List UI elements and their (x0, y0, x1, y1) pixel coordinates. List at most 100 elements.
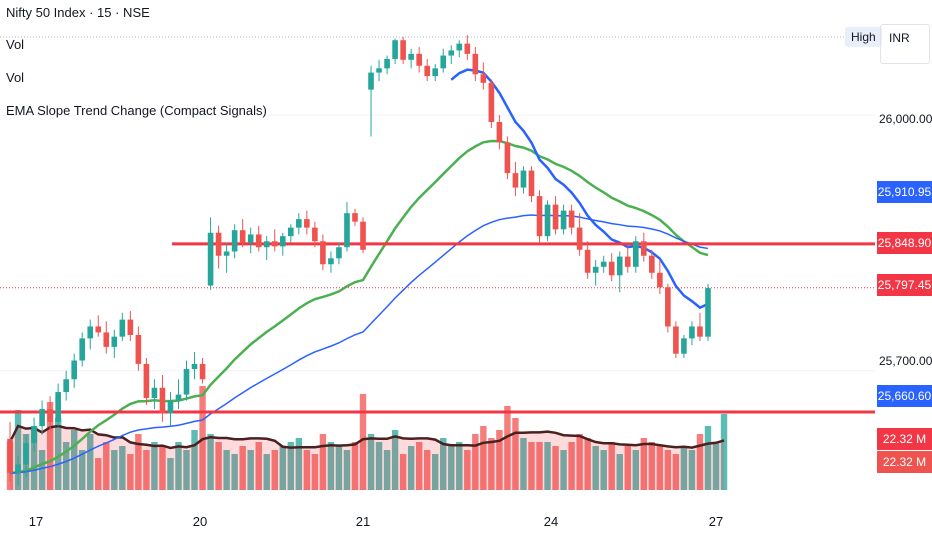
badge-resistance: 25,848.90 (877, 232, 932, 254)
volume-bar (151, 442, 158, 490)
volume-bar (319, 434, 327, 490)
volume-bar (592, 446, 599, 490)
volume-bar (183, 450, 190, 490)
volume-bar (536, 442, 543, 490)
volume-bar (46, 402, 54, 490)
indicator-label-vol-2[interactable]: Vol (6, 70, 25, 85)
volume-bar (231, 454, 238, 490)
candle-body (47, 409, 53, 422)
candle-body (608, 261, 615, 276)
candle-body (528, 170, 535, 197)
volume-bar (54, 418, 62, 490)
volume-bar (175, 442, 182, 490)
candle-body (79, 338, 86, 361)
volume-bar (584, 438, 591, 490)
volume-bar (295, 438, 303, 490)
currency-selector[interactable]: INR (880, 24, 930, 64)
volume-bar (432, 454, 439, 490)
candle-body (673, 326, 679, 354)
volume-bar (391, 430, 399, 490)
volume-bar (552, 446, 559, 490)
candle-body (536, 196, 543, 237)
volume-bar (688, 450, 696, 490)
candle-body (103, 332, 110, 347)
volume-bar (127, 454, 134, 490)
candle-body (23, 443, 29, 465)
candle-body (408, 53, 414, 60)
candle-body (119, 319, 126, 337)
candle-body (167, 400, 174, 414)
candle-body (71, 360, 78, 380)
high-toggle[interactable]: High (845, 27, 882, 47)
volume-bar (680, 446, 688, 490)
candle-body (480, 74, 487, 83)
volume-bar (576, 434, 583, 490)
candle-body (263, 241, 270, 248)
candle-body (376, 68, 382, 73)
candle-body (472, 53, 479, 75)
volume-bar (111, 450, 118, 490)
candle-body (199, 363, 206, 380)
badge-volume-1: 22.32 M (877, 428, 932, 450)
candle-body (239, 230, 246, 243)
volume-bar (640, 438, 648, 490)
candles (7, 35, 711, 486)
candle-body (697, 326, 703, 337)
candle-body (175, 394, 182, 401)
volume-bar (119, 446, 126, 490)
indicator-label-ema[interactable]: EMA Slope Trend Change (Compact Signals) (6, 103, 267, 118)
candle-body (432, 68, 439, 76)
volume-bar (480, 426, 487, 490)
symbol-title[interactable]: Nifty 50 Index · 15 · NSE (6, 5, 150, 20)
candle-body (231, 230, 238, 252)
volume-bar (456, 442, 463, 490)
volume-bar (383, 450, 391, 490)
volume-bar (167, 458, 174, 490)
candle-body (488, 82, 495, 122)
volume-bar (247, 450, 254, 490)
volume-bar (143, 450, 150, 490)
candle-body (416, 53, 422, 66)
volume-bar (375, 442, 383, 490)
candle-body (552, 204, 559, 230)
volume-bar (62, 442, 70, 490)
volume-bar (664, 450, 672, 490)
volume-bar (327, 442, 335, 490)
volume-bar (95, 458, 102, 490)
candle-body (544, 204, 551, 237)
candle-body (384, 58, 390, 69)
volume-bar (303, 450, 311, 490)
volume-bar (223, 450, 230, 490)
volume-bar (720, 414, 728, 490)
candle-body (584, 249, 591, 273)
volume-bar (263, 454, 270, 490)
candle-body (191, 363, 198, 370)
volume-bar (472, 434, 479, 490)
x-tick-17: 17 (28, 514, 44, 529)
volume-bar (255, 442, 262, 490)
candle-body (705, 288, 711, 337)
volume-bar (30, 426, 38, 490)
candle-body (247, 234, 254, 243)
volume-bar (343, 450, 351, 490)
candle-body (143, 363, 150, 398)
ema-green-line (9, 139, 709, 475)
candle-body (151, 387, 158, 398)
candle-body (400, 40, 406, 60)
volume-bar (712, 442, 720, 490)
candle-body (632, 241, 639, 267)
x-tick-21: 21 (355, 514, 371, 529)
volume-bar (600, 450, 607, 490)
candle-body (223, 251, 230, 256)
volume-ma-area (10, 426, 725, 490)
volume-bar (399, 454, 407, 490)
candle-body (279, 236, 286, 247)
candle-body (312, 227, 318, 242)
volume-bar (496, 430, 503, 490)
indicator-label-vol-1[interactable]: Vol (6, 37, 25, 52)
candle-body (95, 326, 102, 333)
volume-bar (624, 446, 631, 490)
candle-body (560, 210, 567, 230)
candle-body (568, 210, 575, 228)
